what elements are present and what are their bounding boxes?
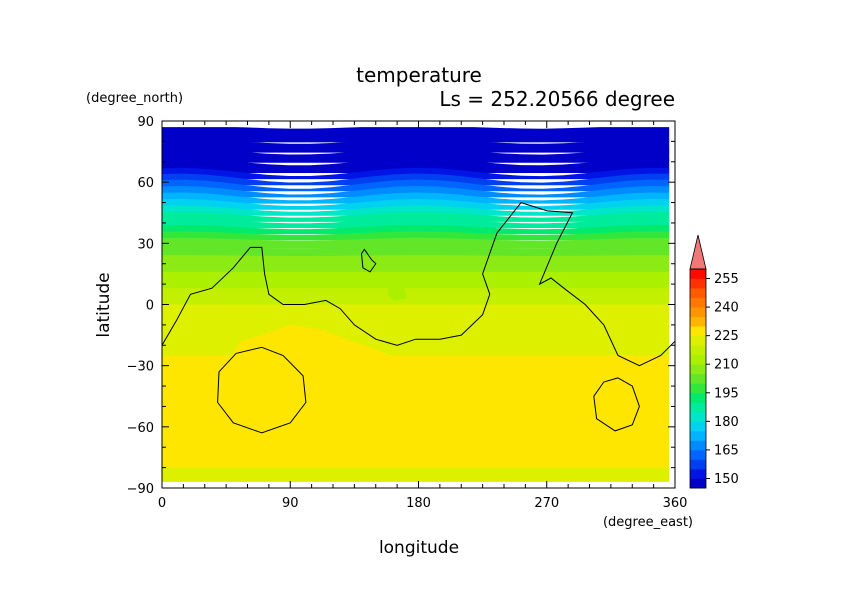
colorbar-swatch — [690, 335, 706, 346]
colorbar-frame — [689, 268, 707, 489]
colorbar-swatch — [690, 392, 706, 403]
colorbar-swatch — [690, 326, 706, 337]
colorbar-tick-label: 240 — [714, 301, 739, 316]
temperature-band — [162, 148, 670, 163]
temperature-band — [162, 312, 670, 322]
colorbar-swatch — [690, 278, 706, 289]
colorbar-swatch — [690, 316, 706, 327]
x-tick-label: 0 — [158, 496, 166, 511]
colorbar-tick-label: 255 — [714, 272, 739, 287]
y-tick-label: 60 — [137, 176, 154, 191]
temperature-band — [162, 231, 670, 241]
temperature-band — [162, 337, 670, 347]
colorbar-swatch — [690, 468, 706, 479]
colorbar-swatch — [690, 345, 706, 356]
temperature-band — [162, 288, 670, 298]
temperature-band — [162, 280, 670, 290]
colorbar-swatch — [690, 307, 706, 318]
temperature-band — [162, 255, 670, 265]
temperature-field — [162, 121, 675, 488]
colorbar-swatch — [690, 354, 706, 365]
temperature-band — [162, 139, 670, 153]
temperature-band — [162, 329, 670, 339]
y-tick-label: 0 — [146, 299, 154, 314]
y-axis-ticks: 90 60 30 0 −30 −60 −90 — [127, 115, 675, 497]
temperature-band — [162, 304, 670, 314]
contour-line — [162, 202, 675, 367]
colorbar-swatch — [690, 411, 706, 422]
temperature-band — [162, 296, 670, 306]
temperature-band — [162, 246, 670, 257]
temperature-band — [162, 237, 670, 249]
y-tick-label: 90 — [137, 115, 154, 130]
temperature-band — [162, 167, 670, 180]
contour-lines — [162, 202, 675, 434]
temperature-band — [162, 199, 670, 210]
colorbar-tick-label: 210 — [714, 358, 739, 373]
temperature-band — [162, 211, 670, 222]
colorbar-tick-label: 180 — [714, 415, 739, 430]
x-tick-label: 360 — [663, 496, 688, 511]
y-axis-label: latitude — [94, 272, 114, 337]
temperature-band — [162, 271, 670, 281]
colorbar-tick-label: 165 — [714, 443, 739, 458]
colorbar-tick-label: 195 — [714, 386, 739, 401]
x-axis-ticks: 0 90 180 270 360 — [158, 121, 688, 511]
colorbar-extend-arrow — [689, 234, 707, 270]
colorbar-swatch — [690, 297, 706, 308]
colorbar-swatch — [690, 402, 706, 413]
temperature-band — [162, 205, 670, 216]
cool-patch — [387, 284, 408, 301]
x-tick-label: 270 — [534, 496, 559, 511]
temperature-band — [162, 179, 670, 192]
colorbar-tick-label: 225 — [714, 329, 739, 344]
colorbar-swatch — [690, 269, 706, 279]
temperature-band — [162, 224, 670, 235]
colorbar-swatch — [690, 421, 706, 432]
temperature-band — [162, 467, 670, 477]
temperature-band — [162, 263, 670, 273]
colorbar-swatch — [690, 459, 706, 470]
y-tick-label: −90 — [127, 482, 154, 497]
chart-subtitle: Ls = 252.20566 degree — [439, 87, 675, 111]
x-tick-label: 180 — [406, 496, 431, 511]
contour-line — [360, 248, 377, 273]
temperature-band — [162, 125, 670, 143]
contour-line — [217, 346, 307, 434]
colorbar-swatch — [690, 288, 706, 298]
x-axis-label: longitude — [379, 538, 459, 558]
temperature-band — [162, 475, 670, 483]
colorbar-tick-label: 150 — [714, 472, 739, 487]
contour-line — [593, 377, 640, 432]
colorbar-swatch — [690, 373, 706, 384]
y-tick-label: −60 — [127, 421, 154, 436]
x-unit-label: (degree_east) — [603, 515, 693, 530]
temperature-band — [162, 173, 670, 186]
x-tick-label: 90 — [282, 496, 299, 511]
colorbar-swatch — [690, 440, 706, 451]
temperature-band — [162, 192, 670, 204]
colorbar-swatch — [690, 449, 706, 460]
colorbar-swatch — [690, 383, 706, 394]
colorbar-swatch — [690, 364, 706, 375]
y-unit-label: (degree_north) — [86, 91, 183, 106]
y-tick-label: 30 — [137, 237, 154, 252]
temperature-band — [162, 158, 670, 173]
chart-title: temperature — [356, 63, 482, 87]
warm-region — [162, 324, 485, 462]
temperature-band — [162, 320, 670, 330]
colorbar-swatch — [690, 430, 706, 441]
y-tick-label: −30 — [127, 360, 154, 375]
temperature-band — [162, 186, 670, 198]
colorbar-swatch — [690, 478, 706, 489]
temperature-band — [162, 218, 670, 228]
colorbar: 150 165 180 195 210 225 240 255 — [689, 234, 739, 489]
